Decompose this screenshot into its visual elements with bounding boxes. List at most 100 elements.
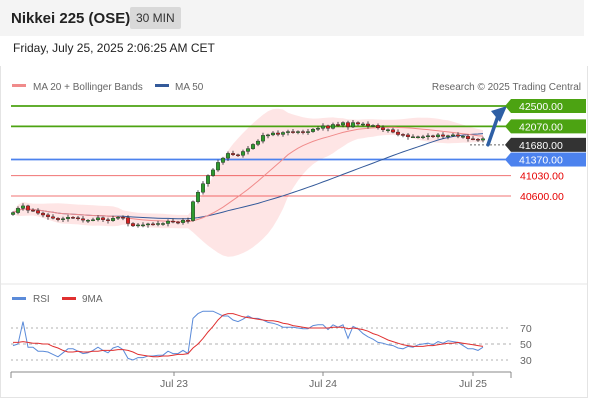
candle-body <box>351 122 355 128</box>
candle-body <box>421 136 425 139</box>
candle-body <box>111 218 115 221</box>
pivot-label: 41370.00 <box>519 155 563 167</box>
rsi-tick-label: 70 <box>520 323 532 335</box>
candle-body <box>171 220 175 223</box>
candle-body <box>386 129 390 131</box>
candle-body <box>56 218 60 220</box>
candle-body <box>296 131 300 133</box>
candle-body <box>431 135 435 138</box>
candle-body <box>36 210 40 214</box>
candle-body <box>16 208 20 213</box>
candle-body <box>136 224 140 227</box>
rsi-ma-legend-swatch <box>62 297 76 300</box>
candle-body <box>286 131 290 133</box>
time-tick-label: Jul 23 <box>160 378 188 390</box>
candle-body <box>191 201 195 221</box>
candle-body <box>226 153 230 159</box>
candle-body <box>471 138 475 140</box>
candle-body <box>181 219 185 223</box>
rsi-legend-label: RSI <box>33 294 50 305</box>
candle-body <box>211 169 215 176</box>
candle-body <box>21 205 25 209</box>
chart-frame <box>0 66 588 398</box>
ma50-legend-label: MA 50 <box>175 82 204 93</box>
candle-body <box>346 122 350 128</box>
rsi-legend: RSI 9MA <box>12 294 103 305</box>
candle-body <box>141 224 145 227</box>
candle-body <box>101 217 105 220</box>
candle-body <box>246 148 250 152</box>
time-axis: Jul 23 Jul 24 Jul 25 <box>10 371 512 390</box>
resistance-label: 42500.00 <box>519 101 563 113</box>
candle-body <box>311 128 315 132</box>
candle-body <box>11 212 15 215</box>
candle-body <box>71 217 75 219</box>
candle-body <box>86 219 90 222</box>
support-label: 40600.00 <box>520 191 564 203</box>
resistance-tag-pointer <box>505 119 511 134</box>
pivot-tag <box>511 152 586 167</box>
candle-body <box>126 217 130 224</box>
rsi-tick-label: 50 <box>520 339 532 351</box>
candle-body <box>146 223 150 226</box>
candle-body <box>336 124 340 126</box>
candle-body <box>426 135 430 138</box>
resistance-tag-pointer <box>505 99 511 113</box>
pivot-tag-pointer <box>505 152 511 167</box>
candle-body <box>416 136 420 139</box>
candle-body <box>411 136 415 139</box>
candle-body <box>281 132 285 135</box>
candle-body <box>201 183 205 193</box>
current-price-label: 41680.00 <box>519 140 563 152</box>
chart-header: Nikkei 225 (OSE) 30 MIN <box>0 0 584 36</box>
timeframe-button[interactable]: 30 MIN <box>130 7 181 29</box>
resistance-tag <box>511 99 586 113</box>
candle-body <box>41 212 45 216</box>
candle-body <box>461 136 465 138</box>
candle-body <box>481 138 485 141</box>
candle-body <box>316 128 320 130</box>
candle-body <box>51 216 55 219</box>
chart-datetime: Friday, July 25, 2025 2:06:25 AM CET <box>13 41 215 55</box>
candle-body <box>321 125 325 129</box>
candle-body <box>61 218 65 220</box>
chart-legend: MA 20 + Bollinger Bands MA 50 Research ©… <box>12 82 581 93</box>
rsi-ma-line <box>13 313 484 358</box>
candle-body <box>266 134 270 137</box>
candle-body <box>231 153 235 155</box>
candle-body <box>291 131 295 133</box>
watermark: Research © 2025 Trading Central <box>432 82 581 93</box>
rsi-line <box>12 310 484 361</box>
candle-body <box>96 217 100 220</box>
resistance-label: 42070.00 <box>519 121 563 133</box>
candle-body <box>81 218 85 221</box>
candle-body <box>196 191 200 202</box>
candle-body <box>251 144 255 149</box>
candle-body <box>26 205 30 211</box>
bollinger-band-fill <box>13 108 483 257</box>
current-price-tag <box>511 137 586 152</box>
candle-body <box>216 162 220 171</box>
candle-body <box>451 134 455 137</box>
candle-body <box>241 151 245 156</box>
candle-body <box>381 127 385 130</box>
candle-body <box>236 154 240 157</box>
rsi-tick-label: 30 <box>520 355 532 367</box>
candle-body <box>156 223 160 225</box>
candle-body <box>476 138 480 141</box>
candle-body <box>341 122 345 126</box>
candle-body <box>276 132 280 135</box>
candle-body <box>436 134 440 137</box>
candle-body <box>206 175 210 184</box>
moving-averages <box>12 126 484 223</box>
candle-body <box>166 220 170 224</box>
candle-body <box>116 217 120 219</box>
rsi-ma-legend-label: 9MA <box>82 294 103 305</box>
candle-body <box>121 217 125 219</box>
candle-body <box>91 219 95 221</box>
current-price-tag-pointer <box>505 137 511 152</box>
candle-body <box>131 223 135 227</box>
key-levels <box>11 105 511 197</box>
forecast-arrow-head <box>491 106 507 122</box>
